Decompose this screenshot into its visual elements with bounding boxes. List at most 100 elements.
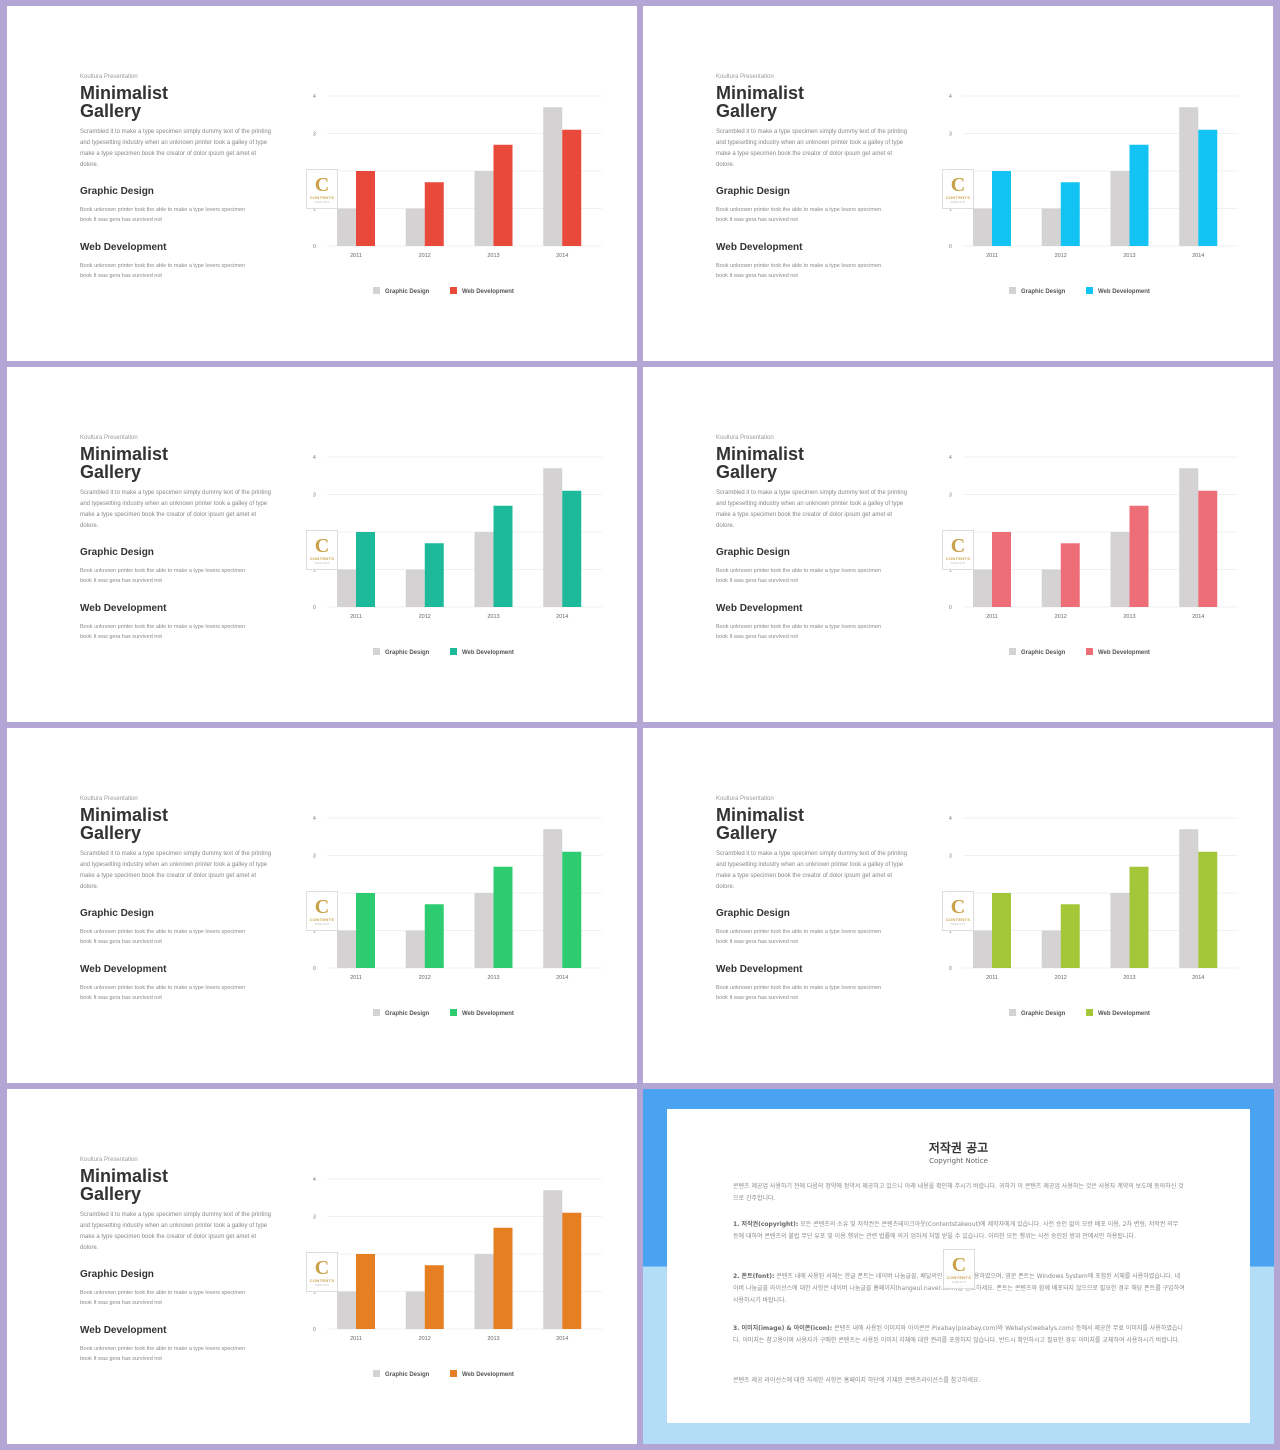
bar-graphic-design	[973, 930, 992, 968]
y-tick-label: 0	[313, 966, 316, 972]
bar-web-development	[562, 1212, 582, 1329]
description: Scrambled it to make a type specimen sim…	[80, 1212, 272, 1251]
notice-title: 저작권 공고	[928, 1141, 989, 1155]
bar-graphic-design	[1179, 829, 1199, 968]
y-tick-label: 1	[949, 207, 952, 213]
graphic-design-text: Book unknown printer took the able to ma…	[80, 207, 246, 223]
bar-web-development	[1129, 866, 1149, 968]
legend-swatch	[1009, 1009, 1016, 1016]
x-tick-label: 2014	[556, 975, 568, 981]
y-tick-label: 4	[949, 816, 952, 822]
logo-letter: C	[314, 173, 330, 196]
notice-intro: 콘텐츠 제공업 사용하기 전에 다음의 정약에 정약서 제공하고 있으니 아래 …	[733, 1183, 1184, 1202]
title-line-2: Gallery	[80, 823, 142, 843]
bar-graphic-design	[405, 1291, 425, 1329]
notice-subtitle: Copyright Notice	[929, 1157, 988, 1165]
y-tick-label: 0	[313, 1327, 316, 1333]
title-line-1: Minimalist	[80, 1166, 169, 1186]
legend-label: Web Development	[462, 1011, 514, 1017]
web-development-text: Book unknown printer took the able to ma…	[80, 1346, 246, 1362]
y-tick-label: 3	[949, 854, 952, 860]
graphic-design-text: Book unknown printer took the able to ma…	[716, 929, 882, 945]
logo-letter: C	[314, 1256, 330, 1279]
x-tick-label: 2013	[1123, 614, 1135, 620]
watermark-logo: C CONTENTS TAKE OUT	[306, 1252, 338, 1292]
graphic-design-heading: Graphic Design	[80, 1269, 154, 1280]
title-line-1: Minimalist	[716, 444, 805, 464]
web-development-text: Book unknown printer took the able to ma…	[716, 624, 882, 640]
x-tick-label: 2013	[487, 975, 499, 981]
bar-web-development	[424, 1265, 444, 1329]
chart-slide-7: Koultura Presentation Minimalist Gallery…	[7, 1089, 637, 1444]
x-tick-label: 2013	[1123, 975, 1135, 981]
legend-swatch	[450, 648, 457, 655]
bar-graphic-design	[474, 532, 494, 607]
bar-web-development	[1060, 543, 1080, 607]
chart-slide-5: Koultura Presentation Minimalist Gallery…	[7, 728, 637, 1083]
description: Scrambled it to make a type specimen sim…	[716, 851, 908, 890]
y-tick-label: 3	[313, 493, 316, 499]
bar-graphic-design	[337, 208, 356, 246]
y-tick-label: 4	[949, 94, 952, 100]
legend-swatch	[450, 287, 457, 294]
x-tick-label: 2011	[986, 253, 998, 259]
bar-graphic-design	[1179, 468, 1199, 607]
chart-slide-3: Koultura Presentation Minimalist Gallery…	[7, 367, 637, 722]
logo-subtext: TAKE OUT	[314, 921, 330, 926]
bar-web-development	[1060, 904, 1080, 968]
bar-web-development	[424, 904, 444, 968]
bar-graphic-design	[543, 1190, 563, 1329]
slide-title: Minimalist Gallery	[80, 84, 168, 120]
x-tick-label: 2012	[419, 614, 431, 620]
slide-title: Minimalist Gallery	[716, 84, 804, 120]
web-development-text: Book unknown printer took the able to ma…	[716, 985, 882, 1001]
y-tick-label: 1	[313, 568, 316, 574]
copyright-notice-slide: 저작권 공고 Copyright Notice 콘텐츠 제공업 사용하기 전에 …	[643, 1089, 1274, 1444]
bar-web-development	[562, 851, 582, 968]
title-line-1: Minimalist	[80, 444, 169, 464]
slide-title: Minimalist Gallery	[716, 445, 804, 481]
logo-text: CONTENTS	[309, 194, 335, 200]
y-tick-label: 3	[949, 493, 952, 499]
y-tick-label: 1	[313, 1290, 316, 1296]
x-tick-label: 2012	[1055, 614, 1067, 620]
y-tick-label: 1	[949, 568, 952, 574]
x-tick-label: 2011	[350, 1336, 362, 1342]
description: Scrambled it to make a type specimen sim…	[80, 129, 272, 168]
y-tick-label: 3	[313, 132, 316, 138]
watermark-logo: C CONTENTS TAKE OUT	[943, 1249, 975, 1289]
bar-graphic-design	[405, 208, 425, 246]
description: Scrambled it to make a type specimen sim…	[716, 129, 908, 168]
logo-text: CONTENTS	[309, 555, 335, 561]
logo-text: CONTENTS	[309, 1277, 335, 1283]
bar-web-development	[356, 1254, 375, 1329]
logo-subtext: TAKE OUT	[314, 1282, 330, 1287]
notice-p1-label: 1. 저작권(copyright):	[733, 1221, 799, 1228]
legend-swatch	[1009, 287, 1016, 294]
logo-text: CONTENTS	[946, 1274, 972, 1280]
graphic-design-text: Book unknown printer took the able to ma…	[716, 568, 882, 584]
bar-graphic-design	[405, 569, 425, 607]
slide-title: Minimalist Gallery	[80, 445, 168, 481]
x-tick-label: 2012	[419, 975, 431, 981]
bar-graphic-design	[973, 569, 992, 607]
logo-letter: C	[314, 895, 330, 918]
brand-label: Koultura Presentation	[716, 435, 774, 441]
x-tick-label: 2011	[986, 975, 998, 981]
bar-graphic-design	[474, 171, 494, 246]
logo-letter: C	[950, 895, 966, 918]
legend-swatch	[373, 287, 380, 294]
bar-web-development	[493, 505, 513, 607]
watermark-logo: C CONTENTS TAKE OUT	[942, 891, 974, 931]
y-tick-label: 0	[949, 605, 952, 611]
bar-graphic-design	[543, 107, 563, 246]
title-line-2: Gallery	[80, 462, 142, 482]
web-development-text: Book unknown printer took the able to ma…	[80, 985, 246, 1001]
bar-web-development	[356, 893, 375, 968]
title-line-2: Gallery	[716, 823, 778, 843]
